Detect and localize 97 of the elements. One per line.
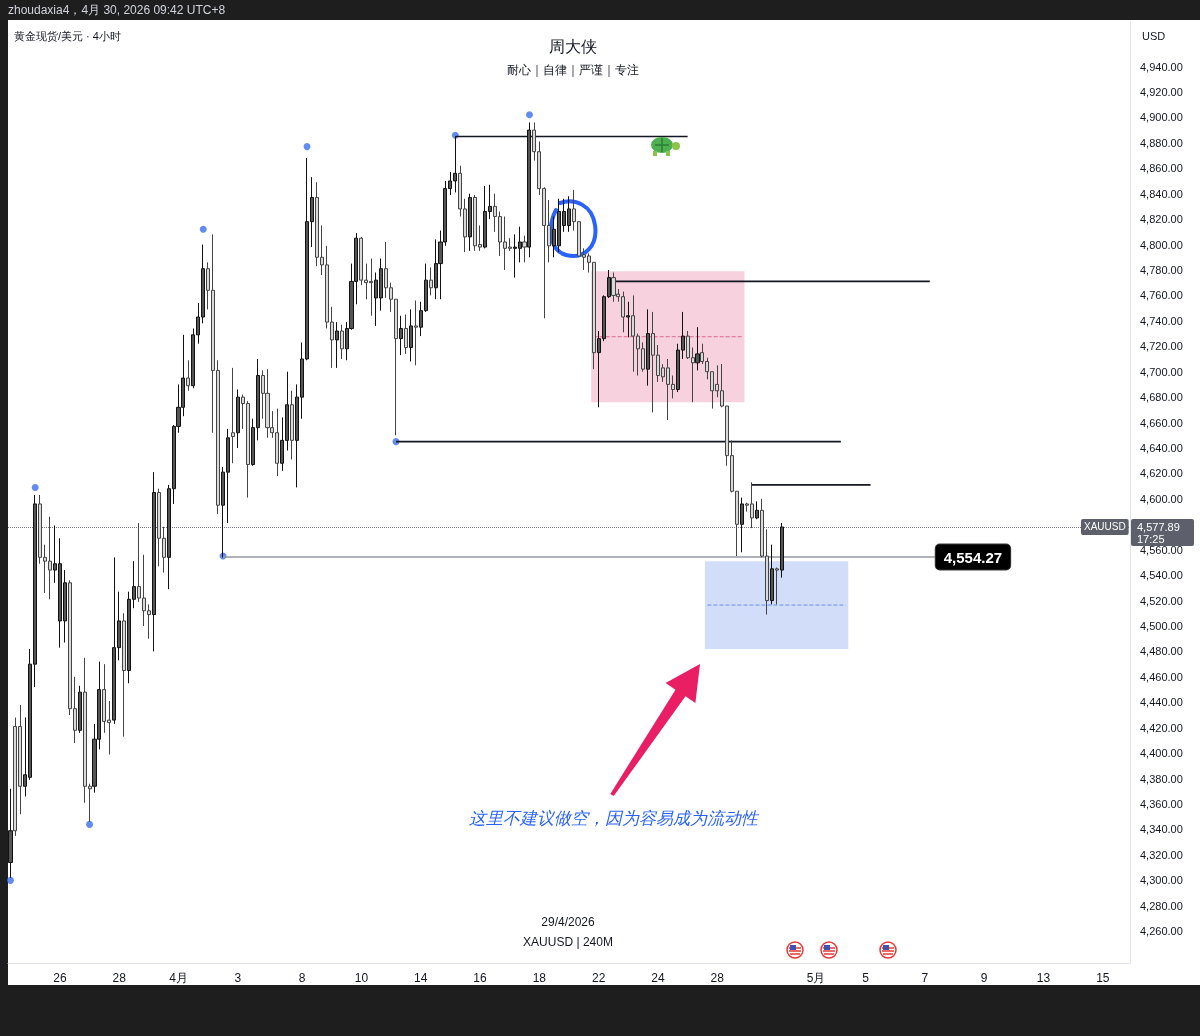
candlestick — [122, 612, 126, 738]
candlestick — [740, 497, 744, 553]
candlestick — [414, 299, 418, 366]
x-tick-label: 4月 — [169, 971, 188, 985]
y-tick-label: 4,460.00 — [1140, 670, 1183, 683]
candlestick — [186, 359, 190, 392]
x-tick-label: 7 — [921, 971, 929, 985]
candlestick — [152, 471, 156, 652]
y-tick-label: 4,520.00 — [1140, 594, 1183, 607]
y-tick-label: 4,420.00 — [1140, 721, 1183, 734]
annotation: 29/4/2026 — [541, 915, 596, 929]
y-tick-label: 4,820.00 — [1140, 213, 1183, 226]
x-tick-label: 3 — [234, 971, 242, 985]
candlestick — [231, 367, 235, 464]
y-tick-label: 4,660.00 — [1140, 416, 1183, 429]
y-tick-label: 4,400.00 — [1140, 747, 1183, 760]
y-tick-label: 4,500.00 — [1140, 620, 1183, 633]
candlestick — [780, 522, 784, 579]
candlestick — [265, 368, 270, 439]
annotation: 这里不建议做空，因为容易成为流动性 — [468, 808, 760, 828]
x-tick-label: 5月 — [806, 971, 826, 985]
candlestick — [527, 121, 531, 258]
text: 17:25 — [1137, 532, 1165, 545]
candlestick — [770, 544, 774, 605]
annotation: 黄金现货/美元 · 4小时 — [14, 30, 121, 42]
text: zhoudaxia4，4月 30, 2026 09:42 UTC+8 — [8, 3, 226, 17]
candlestick — [290, 390, 294, 460]
candlestick — [429, 266, 433, 296]
y-tick-label: 4,620.00 — [1140, 467, 1183, 480]
y-tick-label: 4,360.00 — [1140, 798, 1183, 811]
y-tick-label: 4,480.00 — [1140, 645, 1183, 658]
x-tick-label: 22 — [591, 971, 606, 985]
y-tick-label: 4,600.00 — [1140, 492, 1183, 505]
annotation: XAUUSD | 240M — [523, 935, 613, 949]
y-tick-label: 4,860.00 — [1140, 162, 1183, 175]
candlestick — [646, 308, 650, 387]
y-tick-label: 4,760.00 — [1140, 289, 1183, 302]
x-tick-label: 5 — [862, 971, 870, 985]
y-tick-label: 4,700.00 — [1140, 365, 1183, 378]
candlestick — [522, 235, 527, 263]
candlestick — [611, 272, 616, 303]
point — [86, 820, 94, 828]
text: 耐心｜自律｜严谨｜专注 — [507, 63, 639, 77]
x-tick-label: 24 — [651, 971, 665, 985]
candlestick — [695, 326, 700, 371]
y-tick-label: 4,740.00 — [1140, 314, 1183, 327]
y-axis-title: USD — [1142, 30, 1166, 42]
point — [31, 483, 39, 491]
y-tick-label: 4,560.00 — [1140, 543, 1183, 556]
x-tick-label: 14 — [414, 971, 428, 985]
y-tick-label: 4,440.00 — [1140, 696, 1183, 709]
candlestick — [626, 301, 630, 338]
y-tick-label: 4,880.00 — [1140, 136, 1183, 149]
point — [303, 143, 311, 151]
data-label: 4,554.27 — [943, 548, 1003, 566]
y-tick-label: 4,720.00 — [1140, 340, 1183, 353]
x-tick-label: 9 — [980, 971, 988, 985]
candlestick — [409, 308, 413, 363]
text: 4,577.89 — [1137, 520, 1180, 533]
y-tick-label: 4,680.00 — [1140, 391, 1183, 404]
x-tick-label: 8 — [298, 971, 306, 985]
y-tick-label: 4,300.00 — [1140, 874, 1183, 887]
candlestick — [755, 500, 759, 520]
candlestick — [335, 321, 339, 369]
x-tick-label: 16 — [473, 971, 488, 985]
point — [6, 876, 14, 884]
candlestick — [399, 315, 403, 356]
y-tick-label: 4,320.00 — [1140, 848, 1183, 861]
x-tick-label: 10 — [354, 971, 369, 985]
y-tick-label: 4,940.00 — [1140, 60, 1183, 73]
candlestick — [775, 567, 779, 605]
point — [525, 111, 533, 119]
text: 周大侠 — [549, 37, 597, 55]
candlestick — [404, 313, 408, 355]
x-tick-label: 26 — [53, 971, 67, 985]
candlestick — [468, 193, 472, 252]
y-tick-label: 4,840.00 — [1140, 187, 1183, 200]
x-tick-label: 13 — [1036, 971, 1051, 985]
y-tick-label: 4,780.00 — [1140, 263, 1183, 276]
candlestick — [78, 685, 82, 734]
y-tick-label: 4,640.00 — [1140, 441, 1183, 454]
y-tick-label: 4,260.00 — [1140, 925, 1183, 938]
y-tick-label: 4,340.00 — [1140, 823, 1183, 836]
x-tick-label: 15 — [1096, 971, 1110, 985]
y-tick-label: 4,380.00 — [1140, 772, 1183, 785]
candlestick — [340, 324, 344, 360]
y-tick-label: 4,280.00 — [1140, 899, 1183, 912]
x-tick-label: 28 — [710, 971, 725, 985]
y-tick-label: 4,800.00 — [1140, 238, 1183, 251]
x-tick-label: 18 — [532, 971, 547, 985]
x-tick-label: 28 — [112, 971, 127, 985]
candlestick — [236, 389, 240, 449]
ref-line-label: XAUUSD — [1084, 521, 1126, 533]
y-tick-label: 4,900.00 — [1140, 111, 1183, 124]
point — [199, 225, 207, 233]
y-tick-label: 4,540.00 — [1140, 569, 1183, 582]
y-tick-label: 4,920.00 — [1140, 85, 1183, 98]
